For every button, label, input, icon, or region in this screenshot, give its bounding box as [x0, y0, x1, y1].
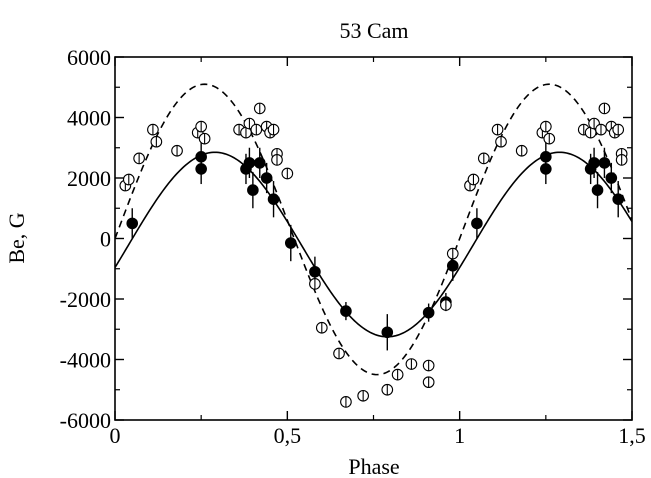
- chart-title: 53 Cam: [339, 18, 408, 43]
- fit-curves: [115, 83, 632, 376]
- filled-data-point: [243, 157, 256, 169]
- filled-data-point: [260, 172, 273, 184]
- filled-data-point: [588, 157, 600, 169]
- x-tick-label: 0,5: [274, 423, 302, 448]
- filled-data-point: [381, 326, 394, 339]
- filled-data-point: [591, 184, 604, 196]
- axis-ticks: 0 0,5 1 1,5 -6000 -4000 -2000 0 2000 4000 6000: [60, 45, 646, 448]
- x-tick-label: 0: [110, 423, 121, 448]
- filled-data-point: [284, 237, 297, 249]
- filled-data-point: [471, 217, 483, 230]
- y-tick-label: -2000: [60, 287, 111, 312]
- plot-frame: [114, 56, 633, 421]
- filled-data-point: [267, 193, 280, 205]
- y-tick-label: 0: [100, 227, 111, 252]
- solid-fit-curve: [115, 151, 632, 338]
- y-tick-label: 4000: [67, 106, 111, 131]
- filled-data-point: [540, 151, 552, 163]
- filled-data-point: [195, 151, 207, 163]
- x-axis-label: Phase: [348, 454, 399, 478]
- filled-data-point: [340, 305, 352, 317]
- filled-data-point: [309, 265, 321, 278]
- filled-data-point: [126, 217, 139, 230]
- dashed-fit-curve: [115, 83, 632, 376]
- filled-data-point: [612, 193, 625, 205]
- y-axis-label: Be, G: [4, 212, 29, 263]
- x-tick-label: 1: [454, 423, 465, 448]
- y-tick-label: 2000: [67, 166, 111, 191]
- filled-data-point: [598, 157, 611, 169]
- y-tick-label: 6000: [67, 45, 111, 70]
- filled-data-point: [605, 172, 618, 184]
- x-tick-label: 1,5: [618, 423, 646, 448]
- filled-data-point: [253, 157, 266, 169]
- filled-data-point: [247, 184, 259, 196]
- data-points: [119, 102, 628, 408]
- filled-data-point: [446, 259, 459, 272]
- y-tick-label: -4000: [60, 348, 111, 373]
- y-tick-label: -6000: [60, 408, 111, 433]
- filled-data-point: [422, 306, 435, 319]
